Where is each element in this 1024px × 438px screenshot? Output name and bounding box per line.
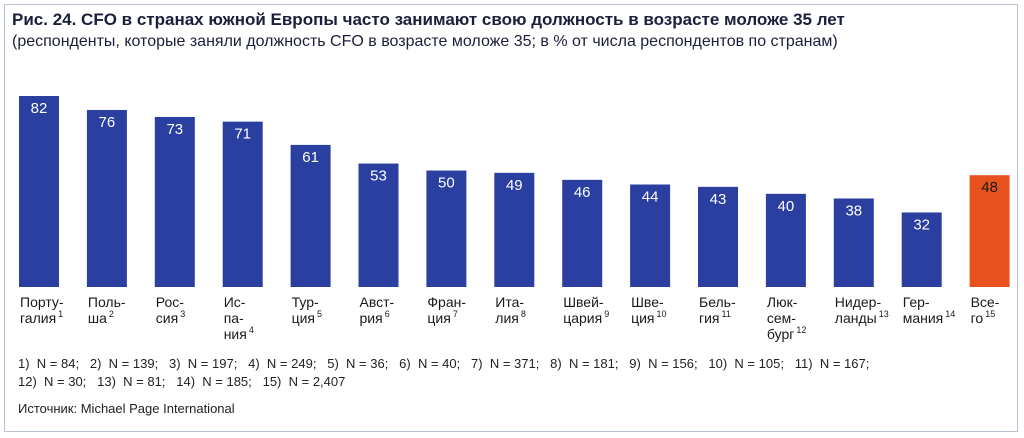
bar bbox=[426, 170, 467, 287]
category-label: Ис- bbox=[224, 294, 246, 310]
category-label: цария 9 bbox=[563, 309, 609, 326]
category-label: ция 10 bbox=[631, 309, 666, 326]
category-label: Нидер- bbox=[835, 294, 882, 310]
bar bbox=[901, 212, 942, 287]
category-label: Шве- bbox=[631, 294, 664, 310]
bar bbox=[86, 109, 127, 287]
bar-value-label: 38 bbox=[845, 202, 862, 219]
category-label: Бель- bbox=[699, 294, 736, 310]
category-label: Тур- bbox=[292, 294, 319, 310]
bar-value-label: 53 bbox=[370, 168, 387, 185]
bar bbox=[222, 121, 263, 287]
bar-value-label: 73 bbox=[166, 121, 183, 138]
category-label: ланды 13 bbox=[835, 309, 889, 326]
category-label: Фран- bbox=[427, 294, 466, 310]
category-label: ша 2 bbox=[88, 309, 114, 326]
bar-value-label: 48 bbox=[981, 179, 998, 196]
chart-frame bbox=[4, 4, 1018, 432]
category-label: сия 3 bbox=[156, 309, 185, 326]
chart-subtitle: (респонденты, которые заняли должность C… bbox=[12, 33, 838, 50]
bar-value-label: 43 bbox=[710, 191, 727, 208]
bar-value-label: 32 bbox=[913, 216, 930, 233]
category-label: ция 7 bbox=[427, 309, 457, 326]
bar-value-label: 46 bbox=[574, 184, 591, 201]
category-label: бург 12 bbox=[767, 325, 806, 342]
bar-value-label: 82 bbox=[31, 100, 48, 117]
category-label: сем- bbox=[767, 310, 796, 326]
bar bbox=[154, 116, 195, 288]
bar-value-label: 76 bbox=[99, 114, 116, 131]
bar bbox=[765, 193, 806, 287]
bar bbox=[290, 144, 331, 287]
bar-value-label: 50 bbox=[438, 175, 455, 192]
category-label: го 15 bbox=[971, 309, 996, 326]
category-label: галия 1 bbox=[20, 309, 63, 326]
sample-size-notes-line-2: 12) N = 30; 13) N = 81; 14) N = 185; 15)… bbox=[18, 374, 346, 389]
bar bbox=[833, 198, 874, 287]
category-label: Авст- bbox=[360, 294, 395, 310]
category-label: Поль- bbox=[88, 294, 126, 310]
category-label: ция 5 bbox=[292, 309, 322, 326]
bar-chart: 82 Порту-галия 1 76 Поль-ша 2 73 Рос-сия 3 71 Ис-п… bbox=[19, 96, 1010, 342]
bar bbox=[562, 179, 603, 287]
category-label: Рос- bbox=[156, 294, 185, 310]
bar bbox=[630, 184, 671, 287]
category-label: рия 6 bbox=[360, 309, 390, 326]
bar-value-label: 40 bbox=[778, 198, 795, 215]
category-label: лия 8 bbox=[495, 309, 526, 326]
category-label: Люк- bbox=[767, 294, 798, 310]
bar bbox=[19, 96, 59, 287]
source-note: Источник: Michael Page International bbox=[18, 401, 235, 416]
category-label: Порту- bbox=[20, 294, 64, 310]
sample-size-notes-line-1: 1) N = 84; 2) N = 139; 3) N = 197; 4) N … bbox=[18, 356, 870, 371]
bar bbox=[358, 163, 399, 287]
category-label: Ита- bbox=[495, 294, 524, 310]
bar bbox=[698, 186, 738, 287]
category-label: гия 11 bbox=[699, 309, 731, 326]
category-label: Все- bbox=[971, 294, 1000, 310]
bar-value-label: 61 bbox=[302, 149, 319, 166]
bar-total bbox=[969, 175, 1010, 287]
category-label: па- bbox=[224, 310, 244, 326]
category-label: ния 4 bbox=[224, 325, 254, 342]
category-label: Гер- bbox=[903, 294, 930, 310]
bar bbox=[494, 172, 535, 287]
chart-title: Рис. 24. CFO в странах южной Европы част… bbox=[12, 10, 845, 29]
sample-size-notes: 1) N = 84; 2) N = 139; 3) N = 197; 4) N … bbox=[18, 355, 1008, 391]
category-label: Швей- bbox=[563, 294, 604, 310]
bar-value-label: 49 bbox=[506, 177, 523, 194]
bar-value-label: 44 bbox=[642, 189, 659, 206]
bar-value-label: 71 bbox=[234, 126, 251, 143]
category-label: мания 14 bbox=[903, 309, 956, 326]
